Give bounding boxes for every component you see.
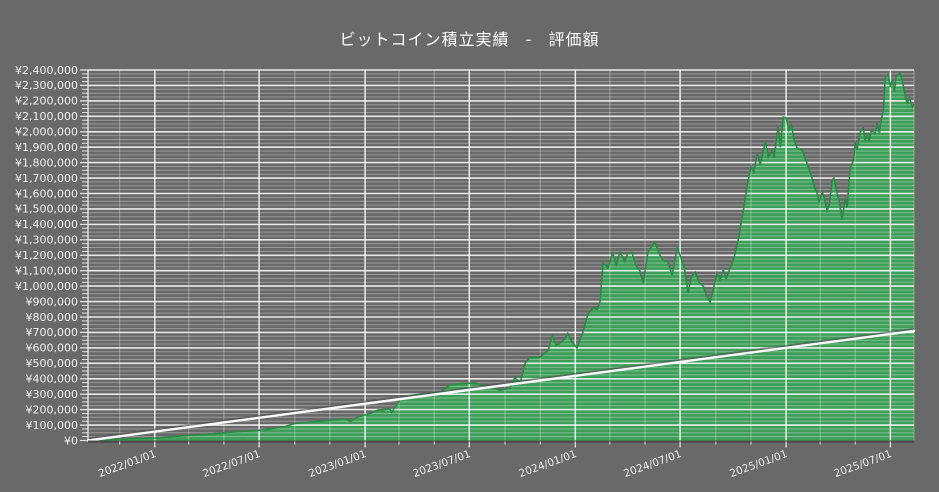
- x-axis-label: 2024/01/01: [517, 448, 578, 480]
- y-axis-label: ¥2,300,000: [15, 79, 78, 92]
- value-area-edge: [87, 71, 915, 442]
- y-axis-label: ¥800,000: [26, 311, 79, 324]
- investment-line-shadow: [87, 327, 915, 441]
- x-axis-label: 2022/01/01: [97, 448, 158, 480]
- y-axis-label: ¥2,200,000: [15, 95, 78, 108]
- y-axis-label: ¥1,200,000: [15, 249, 78, 262]
- x-axis-label: 2022/07/01: [201, 448, 262, 480]
- y-axis-label: ¥200,000: [26, 403, 79, 416]
- y-axis-label: ¥400,000: [26, 373, 79, 386]
- y-axis-label: ¥0: [64, 434, 78, 447]
- y-axis-label: ¥1,500,000: [15, 203, 78, 216]
- y-axis-label: ¥100,000: [26, 419, 79, 432]
- y-axis-label: ¥900,000: [26, 295, 79, 308]
- y-axis-label: ¥1,700,000: [15, 172, 78, 185]
- investment-line-series: [86, 329, 916, 442]
- x-axis-label: 2025/01/01: [728, 448, 789, 480]
- plot-area[interactable]: [88, 70, 914, 441]
- x-axis-label: 2023/01/01: [307, 448, 368, 480]
- y-axis-label: ¥600,000: [26, 342, 79, 355]
- y-axis-label: ¥1,800,000: [15, 156, 78, 169]
- y-axis-label: ¥1,000,000: [15, 280, 78, 293]
- y-axis-label: ¥2,000,000: [15, 126, 78, 139]
- y-axis-label: ¥1,900,000: [15, 141, 78, 154]
- y-axis-label: ¥2,100,000: [15, 110, 78, 123]
- y-axis-label: ¥1,100,000: [15, 265, 78, 278]
- y-axis-label: ¥1,300,000: [15, 234, 78, 247]
- y-axis-label: ¥1,400,000: [15, 218, 78, 231]
- y-axis-label: ¥700,000: [26, 326, 79, 339]
- x-axis-label: 2025/07/01: [832, 448, 893, 480]
- x-axis-label: 2023/07/01: [411, 448, 472, 480]
- y-axis-label: ¥300,000: [26, 388, 79, 401]
- x-axis-label: 2024/07/01: [622, 448, 683, 480]
- y-axis-label: ¥1,600,000: [15, 187, 78, 200]
- y-axis-label: ¥2,400,000: [15, 64, 78, 77]
- chart-title: ビットコイン積立実績 - 評価額: [339, 30, 600, 49]
- y-axis-label: ¥500,000: [26, 357, 79, 370]
